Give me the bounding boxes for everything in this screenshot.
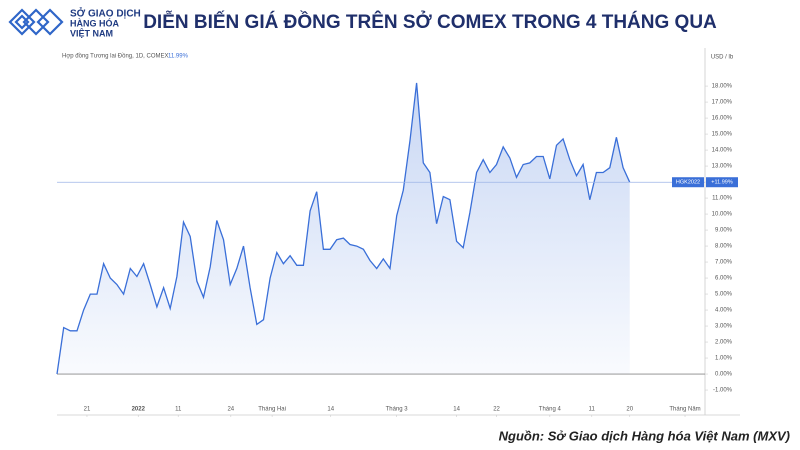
x-tick-label: Tháng Năm [669, 407, 700, 413]
tag-value: +11.99% [711, 180, 733, 186]
x-tick-label: 11 [175, 407, 182, 413]
y-tick-label: 9.00% [715, 228, 733, 234]
x-tick-label: 14 [453, 407, 460, 413]
logo-text: VIỆT NAM [70, 27, 113, 38]
y-tick-label: 11.00% [712, 196, 733, 202]
x-tick-label: 14 [327, 407, 334, 413]
x-tick-label: Tháng 4 [539, 407, 562, 413]
y-tick-label: -1.00% [713, 388, 733, 394]
x-tick-label: 24 [227, 407, 234, 413]
y-tick-label: 8.00% [715, 244, 733, 250]
y-tick-label: 0.00% [715, 372, 733, 378]
tag-box [672, 177, 704, 188]
x-tick-label: Tháng 3 [386, 407, 409, 413]
tag-name: HGK2022 [676, 180, 700, 186]
x-tick-label: 20 [626, 407, 633, 413]
logo-icon [8, 8, 64, 36]
area [57, 82, 630, 375]
x-tick-label: 11 [589, 407, 596, 413]
y-tick-label: 3.00% [715, 324, 733, 330]
y-tick-label: 15.00% [712, 132, 733, 138]
y-tick-label: 17.00% [712, 100, 733, 106]
subtitle-value: 11.99% [168, 54, 189, 60]
x-tick-label: 21 [84, 407, 91, 413]
x-tick-label: Tháng Hai [258, 407, 286, 413]
y-tick-label: 16.00% [712, 116, 733, 122]
subtitle: Hợp đồng Tương lai Đồng, 1D, COMEX [62, 54, 169, 60]
y-tick-label: 18.00% [712, 84, 733, 90]
y-tick-label: 13.00% [712, 164, 733, 170]
x-tick-label: 22 [493, 407, 500, 413]
chart-title: DIỄN BIẾN GIÁ ĐỒNG TRÊN SỞ COMEX TRONG 4… [143, 11, 717, 33]
source: Nguồn: Sở Giao dịch Hàng hóa Việt Nam (M… [499, 428, 790, 443]
y-tick-label: 6.00% [715, 276, 733, 282]
y-tick-label: 5.00% [715, 292, 733, 298]
y-tick-label: 2.00% [715, 340, 733, 346]
y-tick-label: 14.00% [712, 148, 733, 154]
y-tick-label: 1.00% [715, 356, 733, 362]
line [56, 82, 631, 375]
logo-text: SỞ GIAO DỊCH [70, 7, 141, 20]
x-tick-label: 2022 [132, 407, 146, 413]
tag-box [706, 177, 738, 188]
unit-label: USD / lb [711, 55, 734, 61]
y-tick-label: 4.00% [715, 308, 733, 314]
y-tick-label: 10.00% [712, 212, 733, 218]
logo-text: HÀNG HÓA [70, 17, 119, 28]
y-tick-label: 7.00% [715, 260, 733, 266]
